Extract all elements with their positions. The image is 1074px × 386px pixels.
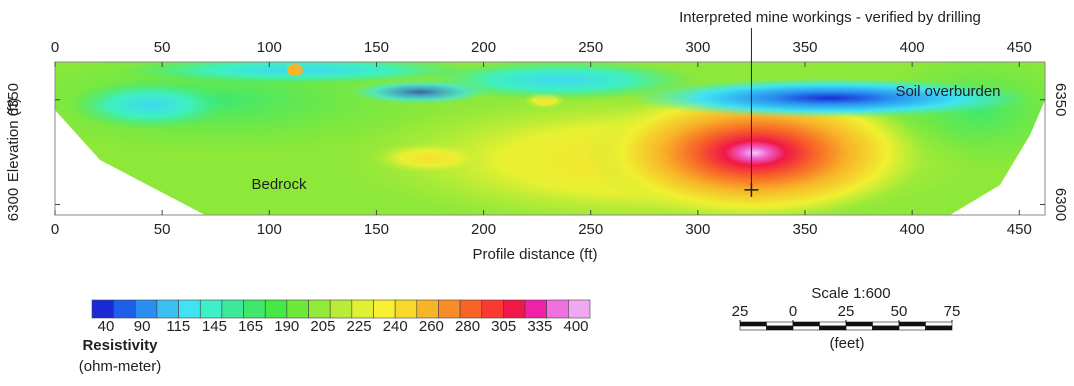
x-tick-label: 350 [792,39,817,56]
colorbar-tick-label: 400 [563,318,588,335]
x-tick-label: 100 [257,39,282,56]
x-tick-label: 450 [1007,39,1032,56]
colorbar-tick-label: 90 [134,318,151,335]
annotation: Bedrock [251,176,307,193]
x-tick-label: 400 [900,221,925,238]
colorbar-tick-label: 225 [347,318,372,335]
colorbar-swatch [199,299,223,319]
scale-segment [898,321,926,327]
x-tick-label: 0 [51,221,59,238]
scale-tick-label: 25 [838,303,855,320]
scale-tick-label: 75 [944,303,961,320]
colorbar-swatch [373,299,396,319]
colorbar-unit: (ohm-meter) [79,358,162,375]
colorbar-tick-label: 190 [274,318,299,335]
colorbar-swatch [438,299,461,319]
colorbar-swatch [135,299,158,319]
colorbar-swatch [546,299,569,319]
scale-segment [792,325,820,331]
colorbar-tick-label: 260 [419,318,444,335]
x-tick-label: 0 [51,39,59,56]
colorbar-swatch [178,299,201,319]
colorbar-swatch [113,299,136,319]
colorbar-swatch [243,299,266,319]
x-tick-label: 300 [685,39,710,56]
drill-target [744,182,759,197]
scale-segment [845,321,873,327]
colorbar-swatch [524,299,547,319]
scale-segment [766,325,794,331]
colorbar-swatch [264,299,288,319]
scale-tick-label: 50 [891,303,908,320]
x-axis-label: Profile distance (ft) [472,246,597,263]
colorbar-swatch [568,299,591,319]
resistivity-field [55,62,1045,215]
y-tick-label: 6350 [1052,83,1069,116]
x-tick-label: 150 [364,221,389,238]
colorbar-swatch [156,299,179,319]
x-tick-label: 300 [685,221,710,238]
scale-segment [925,325,953,331]
colorbar-swatch [503,299,526,319]
scale-segment [739,321,767,327]
scale-title: Scale 1:600 [811,285,890,302]
x-tick-label: 200 [471,39,496,56]
scale-segment [898,325,926,331]
y-tick-label: 6300 [5,188,22,221]
colorbar-tick-label: 145 [202,318,227,335]
colorbar-swatch [308,299,331,319]
scale-segment [819,325,847,331]
scale-tick-label: 25 [732,303,749,320]
x-tick-label: 250 [578,39,603,56]
colorbar-tick-label: 115 [166,318,190,335]
colorbar-swatch [394,299,418,319]
x-tick-label: 150 [364,39,389,56]
scale-segment [739,325,767,331]
y-tick-label: 6350 [5,83,22,116]
colorbar-tick-label: 40 [98,318,115,335]
colorbar-tick-label: 205 [310,318,335,335]
scale-segment [872,325,900,331]
colorbar-swatch [286,299,309,319]
colorbar-swatch [221,299,244,319]
scale-segment [925,321,953,327]
annotation: Interpreted mine workings - verified by … [679,9,981,26]
x-tick-label: 250 [578,221,603,238]
scale-segment [872,321,900,327]
scale-tick-label: 0 [789,303,797,320]
colorbar-swatch [351,299,374,319]
colorbar-swatch [416,299,439,319]
colorbar-tick-label: 280 [455,318,480,335]
x-tick-label: 200 [471,221,496,238]
x-tick-label: 50 [154,39,171,56]
colorbar-tick-label: 335 [527,318,552,335]
scale-segment [792,321,820,327]
x-tick-label: 350 [792,221,817,238]
colorbar-swatch [91,299,114,319]
colorbar-swatch [329,299,353,319]
colorbar-tick-label: 165 [238,318,263,335]
scale-segment [845,325,873,331]
plot-frame [54,61,1046,216]
colorbar-tick-label: 305 [491,318,516,335]
colorbar-swatch [459,299,483,319]
colorbar-tick-label: 240 [383,318,408,335]
x-tick-label: 100 [257,221,282,238]
y-tick-label: 6300 [1052,188,1069,221]
annotation: Soil overburden [895,83,1000,100]
colorbar-label: Resistivity [82,337,158,354]
scale-unit: (feet) [829,335,864,352]
x-tick-label: 450 [1007,221,1032,238]
x-tick-label: 50 [154,221,171,238]
colorbar-swatch [481,299,504,319]
y-axis-label: Elevation (ft) [5,98,22,182]
x-tick-label: 400 [900,39,925,56]
scale-segment [819,321,847,327]
scale-segment [766,321,794,327]
